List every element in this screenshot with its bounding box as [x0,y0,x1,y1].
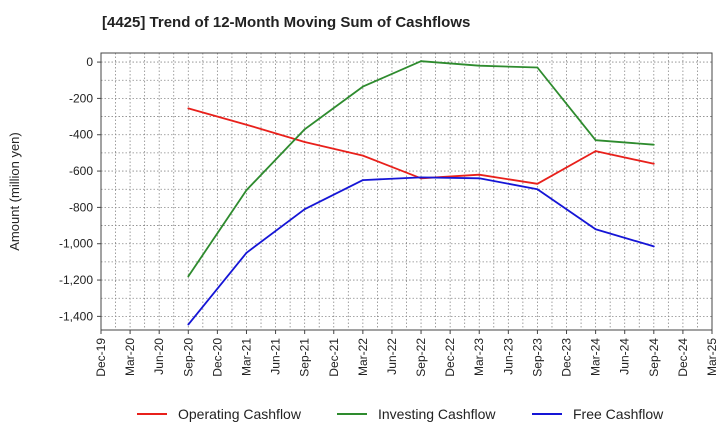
data-point [187,323,190,326]
data-point [187,275,190,278]
y-tick-label: -600 [69,164,93,178]
x-tick-label: Mar-23 [472,338,486,376]
y-tick-label: -1,200 [59,273,93,287]
data-point [245,251,248,254]
y-tick-label: -800 [69,200,93,214]
x-tick-label: Dec-23 [560,338,574,377]
x-tick-label: Sep-22 [414,338,428,377]
x-tick-label: Dec-20 [210,338,224,377]
x-tick-label: Mar-21 [239,338,253,376]
x-tick-label: Jun-24 [618,338,632,375]
legend-label: Operating Cashflow [178,406,302,422]
y-tick-label: -1,400 [59,309,93,323]
x-tick-label: Mar-20 [123,338,137,376]
x-tick-label: Sep-24 [647,338,661,377]
data-point [594,139,597,142]
x-tick-label: Jun-23 [501,338,515,375]
x-tick-label: Dec-19 [94,338,108,377]
x-tick-label: Mar-22 [356,338,370,376]
plot-frame [100,52,713,331]
data-point [420,176,422,179]
data-point [303,208,306,211]
data-point [420,60,422,63]
data-point [536,182,539,185]
y-tick-label: -400 [69,128,93,142]
data-point [303,128,306,131]
data-point [361,179,364,182]
data-point [303,141,306,143]
legend-label: Free Cashflow [573,406,664,422]
legend-label: Investing Cashflow [378,406,496,422]
x-tick-label: Jun-22 [385,338,399,375]
x-tick-label: Mar-24 [589,338,603,376]
x-tick-label: Sep-21 [298,338,312,377]
data-point [652,245,655,248]
x-tick-label: Mar-25 [705,338,719,376]
data-point [478,64,481,67]
data-point [361,85,364,88]
y-tick-label: -1,000 [59,237,93,251]
data-point [536,66,539,69]
x-tick-label: Dec-24 [676,338,690,377]
data-point [652,162,655,165]
x-tick-label: Dec-21 [327,338,341,377]
chart-title: [4425] Trend of 12-Month Moving Sum of C… [102,14,471,31]
x-tick-label: Dec-22 [443,338,457,377]
data-point [245,123,248,126]
data-point [361,154,364,157]
x-tick-label: Jun-21 [269,338,283,375]
x-tick-label: Sep-20 [181,338,195,377]
data-point [594,228,597,231]
data-point [478,177,481,180]
data-point [245,189,248,192]
y-tick-label: 0 [86,55,93,69]
y-axis-label: Amount (million yen) [7,132,22,251]
data-point [478,173,481,176]
x-tick-label: Jun-20 [152,338,166,375]
data-point [594,150,597,152]
y-tick-label: -200 [69,91,93,105]
x-tick-label: Sep-23 [530,338,544,377]
data-point [652,143,655,146]
data-point [187,107,190,110]
data-point [536,188,539,191]
